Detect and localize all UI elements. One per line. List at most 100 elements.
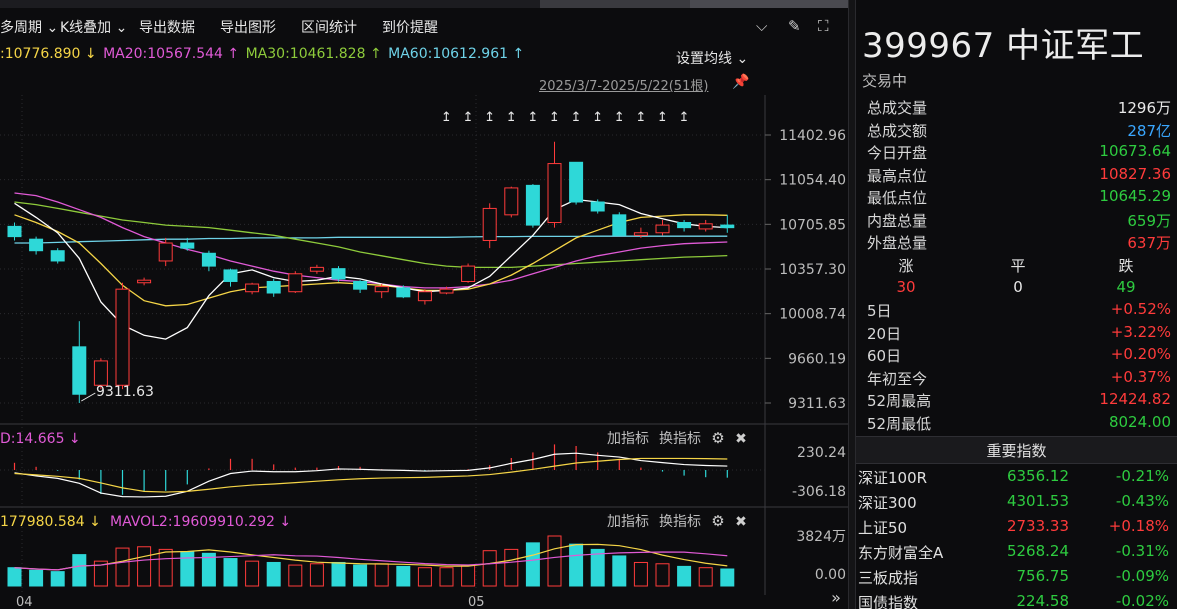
pin-icon[interactable]: 📌 — [732, 74, 750, 90]
candle-body[interactable] — [29, 238, 44, 252]
candle-body[interactable] — [417, 291, 432, 302]
volume-bar — [439, 567, 454, 587]
volume-legend-1: 177980.584 ↓ — [0, 514, 101, 530]
date-range-label[interactable]: 2025/3/7-2025/5/22(51根) — [539, 79, 709, 94]
volume-bar — [309, 563, 324, 587]
x-axis-label: 05 — [468, 595, 485, 609]
quote-panel: 399967 中证军工 交易中 总成交量 1296万 总成交额 287亿 今日开盘 106… — [856, 0, 1177, 609]
price-tick-label: 10008.74 — [779, 307, 846, 323]
performance-row: 52周最低 8024.00 — [862, 413, 1175, 435]
candle-body[interactable] — [353, 280, 368, 290]
kline-chart[interactable]: 11402.96 11054.40 10705.85 10357.30 10008.74… — [0, 0, 848, 609]
candle-body[interactable] — [655, 224, 670, 234]
candle-body[interactable] — [720, 224, 735, 229]
candle-body[interactable] — [266, 280, 281, 294]
price-alert-button[interactable]: 到价提醒 — [382, 20, 438, 36]
index-row[interactable]: 深证300 4301.53 -0.43% — [856, 492, 1177, 517]
index-name: 东方财富全A — [858, 544, 944, 562]
signal-arrow-icon: ↥ — [592, 110, 603, 125]
performance-row: 年初至今 +0.37% — [862, 368, 1175, 390]
set-ma-button[interactable]: 设置均线 ⌄ — [676, 51, 749, 67]
candle-body[interactable] — [461, 265, 476, 282]
scroll-thumb[interactable] — [690, 0, 848, 8]
x-axis-label: 04 — [16, 595, 33, 609]
candle-body[interactable] — [439, 288, 454, 294]
candle-body[interactable] — [677, 222, 692, 229]
candle-body[interactable] — [223, 269, 238, 282]
candle-body[interactable] — [504, 187, 519, 216]
ma60-line — [14, 235, 728, 244]
export-data-button[interactable]: 导出数据 — [139, 20, 195, 36]
candle-body[interactable] — [93, 360, 108, 386]
candle-body[interactable] — [331, 268, 346, 280]
breadth-down-count: 49 — [1116, 278, 1136, 296]
volume-bar — [504, 548, 519, 587]
fullscreen-icon[interactable]: ⛶ — [818, 17, 829, 35]
candle-body[interactable] — [158, 242, 173, 262]
indices-header: 重要指数 — [856, 436, 1177, 464]
volume-bar — [677, 565, 692, 587]
low-marker-arrow — [81, 392, 96, 402]
macd-dif-line — [14, 452, 728, 498]
macd-switch-indicator-button: 换指标 — [659, 430, 701, 447]
performance-label: 52周最高 — [867, 392, 932, 410]
candle-body[interactable] — [633, 232, 648, 236]
performance-row: 5日 +0.52% — [862, 300, 1175, 322]
export-image-button[interactable]: 导出图形 — [220, 20, 276, 36]
candle-body[interactable] — [525, 184, 540, 226]
quote-row-label: 内盘总量 — [867, 211, 928, 230]
signal-arrow-icon: ↥ — [679, 110, 690, 125]
collapse-circle-icon[interactable]: ⌵ — [756, 17, 768, 35]
volume-bar — [590, 548, 605, 587]
index-row[interactable]: 国债指数 224.58 -0.02% — [856, 592, 1177, 609]
quote-row-value: 10673.64 — [1099, 142, 1171, 160]
candle-body[interactable] — [547, 163, 562, 224]
quote-row: 总成交额 287亿 — [862, 120, 1175, 142]
candle-body[interactable] — [374, 286, 389, 293]
index-row[interactable]: 上证50 2733.33 +0.18% — [856, 517, 1177, 542]
multi-period-menu[interactable]: 多周期 ⌄ — [0, 20, 59, 36]
panel-divider[interactable] — [848, 0, 856, 609]
chevron-down-icon: ⌄ — [46, 20, 59, 36]
mavol2-line — [14, 551, 728, 571]
candle-body[interactable] — [590, 201, 605, 212]
index-name: 国债指数 — [858, 594, 919, 609]
range-stats-button[interactable]: 区间统计 — [301, 20, 357, 36]
index-row[interactable]: 三板成指 756.75 -0.09% — [856, 567, 1177, 592]
security-title: 399967 中证军工 — [862, 26, 1145, 66]
candle-body[interactable] — [72, 346, 87, 395]
candle-body[interactable] — [309, 266, 324, 272]
candle-body[interactable] — [698, 223, 713, 230]
quote-row: 今日开盘 10673.64 — [862, 142, 1175, 164]
vol-add-indicator-button: 加指标 — [607, 514, 649, 530]
candle-body[interactable] — [245, 283, 260, 293]
candle-body[interactable] — [180, 242, 195, 249]
volume-bar — [180, 551, 195, 587]
index-change: -0.43% — [1115, 492, 1169, 510]
chevron-down-icon: ⌄ — [736, 51, 749, 67]
candle-body[interactable] — [115, 288, 130, 386]
candle-body[interactable] — [201, 252, 216, 267]
index-row[interactable]: 东方财富全A 5268.24 -0.31% — [856, 542, 1177, 567]
index-row[interactable]: 深证100R 6356.12 -0.21% — [856, 467, 1177, 492]
scroll-segment — [540, 0, 690, 8]
price-tick-label: 10705.85 — [779, 217, 846, 233]
candle-body[interactable] — [137, 279, 152, 284]
index-name: 三板成指 — [858, 569, 919, 587]
vol-close-icon: ✖ — [735, 514, 747, 530]
candle-body[interactable] — [482, 207, 497, 241]
candle-body[interactable] — [7, 225, 22, 238]
top-scroll-bar[interactable] — [0, 0, 850, 8]
candle-body[interactable] — [612, 214, 627, 236]
breadth-down-label: 跌 — [1118, 257, 1134, 275]
macd-axis-top: 230.24 — [797, 445, 846, 461]
volume-bar — [633, 561, 648, 587]
candle-body[interactable] — [288, 273, 303, 293]
brush-icon[interactable]: ✎ — [788, 17, 801, 35]
candle-body[interactable] — [50, 250, 65, 262]
candle-body[interactable] — [396, 287, 411, 298]
breadth-up-label: 涨 — [898, 257, 914, 275]
kline-overlay-menu[interactable]: K线叠加 ⌄ — [60, 20, 128, 36]
performance-value: +0.37% — [1110, 367, 1171, 386]
candle-body[interactable] — [569, 161, 584, 203]
